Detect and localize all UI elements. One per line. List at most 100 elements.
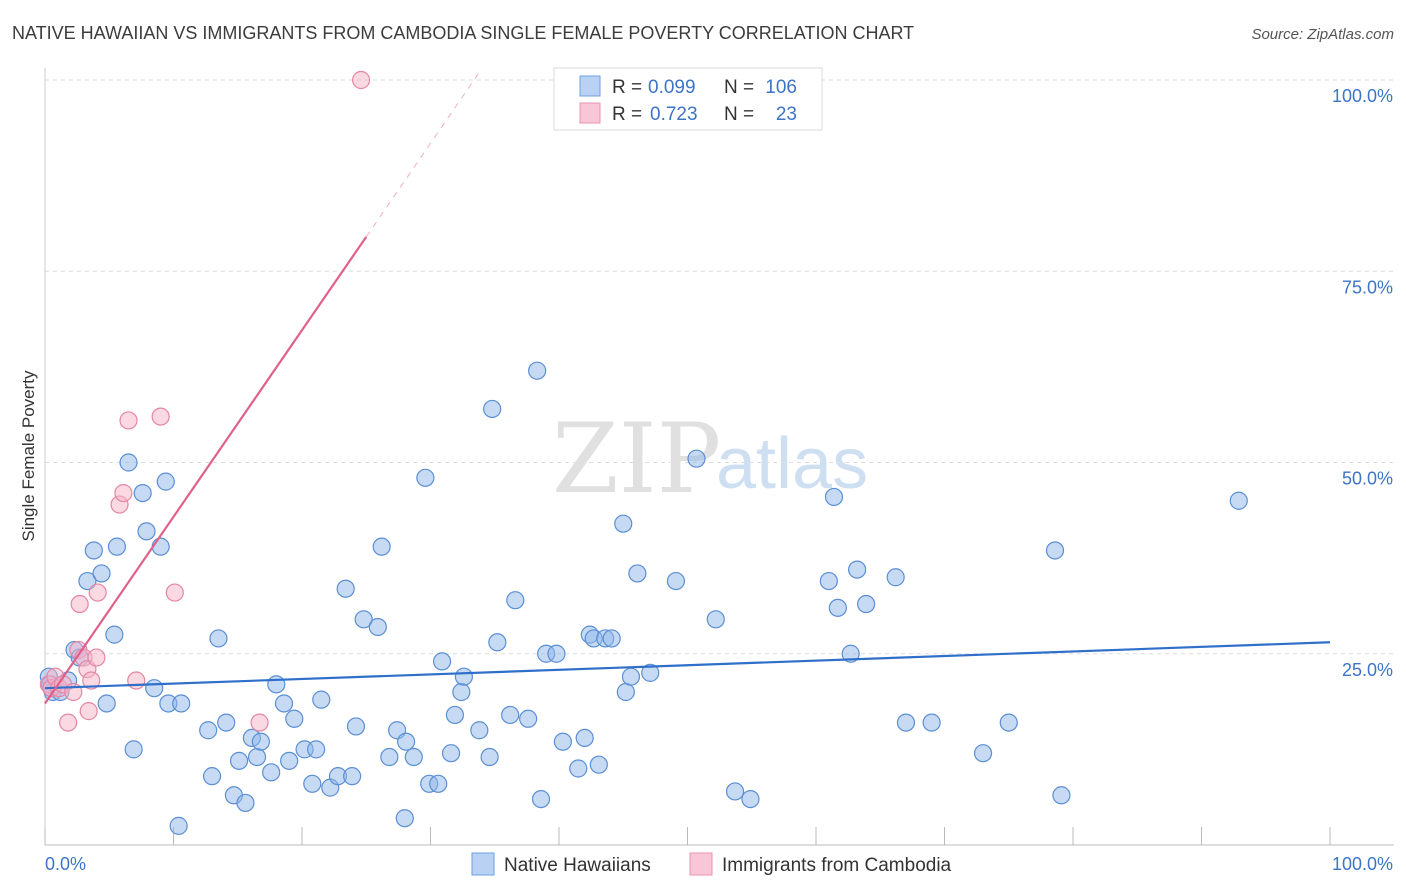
native-hawaiian-point-36 (274, 694, 294, 713)
native-hawaiian-point-23 (172, 694, 191, 713)
native-hawaiian-point-19 (151, 537, 170, 556)
native-hawaiian-point-24 (199, 721, 218, 740)
native-hawaiian-point-97 (848, 560, 867, 579)
x-tick-labels: 0.0% 100.0% (45, 854, 1393, 874)
legend-n-value-0: 106 (765, 77, 797, 98)
native-hawaiian-point-84 (616, 682, 635, 702)
x-tick-label-min: 0.0% (45, 854, 86, 874)
legend-r-value-1: 0.723 (650, 104, 698, 125)
legend-swatch-native-hawaiians (471, 852, 495, 876)
native-hawaiian-point-34 (262, 763, 281, 782)
native-hawaiian-point-69 (506, 591, 525, 610)
native-hawaiian-point-67 (488, 633, 507, 652)
y-tick-label-2: 75.0% (1342, 277, 1393, 297)
native-hawaiian-point-68 (501, 705, 520, 725)
y-tick-labels: 25.0% 50.0% 75.0% 100.0% (1332, 86, 1393, 680)
grid-lines (45, 79, 1394, 655)
native-hawaiian-point-82 (602, 629, 621, 648)
native-hawaiian-point-89 (687, 449, 706, 468)
chart-title: NATIVE HAWAIIAN VS IMMIGRANTS FROM CAMBO… (12, 23, 914, 43)
legend-swatch-blue (579, 75, 601, 97)
native-hawaiian-point-9 (84, 541, 103, 560)
native-hawaiian-point-62 (452, 682, 471, 702)
legend-label-native-hawaiians: Native Hawaiians (504, 855, 651, 876)
native-hawaiian-point-102 (973, 744, 993, 763)
native-hawaiian-point-32 (247, 747, 267, 767)
legend-r-value-0: 0.099 (648, 77, 696, 98)
legend-swatch-cambodia (689, 852, 713, 876)
native-hawaiian-point-37 (280, 751, 299, 770)
native-hawaiian-point-25 (202, 767, 222, 786)
native-hawaiian-point-96 (841, 644, 860, 663)
native-hawaiian-point-94 (824, 487, 844, 507)
legend-n-label-1: N = (724, 104, 754, 125)
native-hawaiian-point-76 (569, 759, 588, 778)
native-hawaiian-point-8 (78, 571, 97, 591)
native-hawaiian-point-41 (307, 740, 326, 759)
watermark-atlas: atlas (716, 424, 868, 504)
y-tick-label-0: 25.0% (1342, 660, 1393, 680)
native-hawaiian-point-91 (725, 782, 745, 801)
legend-label-cambodia: Immigrants from Cambodia (722, 855, 952, 876)
native-hawaiian-point-98 (857, 594, 876, 614)
native-hawaiian-point-75 (553, 732, 572, 751)
legend-r-label-1: R = (612, 104, 642, 125)
native-hawaiian-point-66 (483, 399, 502, 419)
native-hawaiian-point-87 (641, 663, 660, 682)
cambodia-point-17 (119, 411, 138, 430)
native-hawaiian-point-77 (575, 728, 594, 748)
native-hawaiian-point-65 (480, 747, 499, 767)
series-legend: Native Hawaiians Immigrants from Cambodi… (471, 852, 952, 876)
native-hawaiian-point-53 (395, 809, 414, 828)
native-hawaiian-point-103 (999, 713, 1018, 732)
native-hawaiian-point-55 (404, 747, 423, 767)
native-hawaiian-point-63 (454, 667, 474, 686)
native-hawaiian-point-86 (628, 564, 647, 583)
cambodia-point-5 (59, 713, 78, 732)
y-tick-label-3: 100.0% (1332, 86, 1393, 106)
native-hawaiian-point-33 (251, 732, 270, 751)
native-hawaiian-point-20 (156, 472, 175, 491)
native-hawaiian-point-27 (217, 713, 236, 732)
native-hawaiian-point-58 (429, 774, 448, 793)
native-hawaiian-point-100 (896, 713, 916, 732)
native-hawaiian-point-93 (819, 571, 838, 591)
native-hawaiian-point-83 (614, 514, 633, 533)
cambodia-point-22 (352, 70, 371, 90)
native-hawaiian-point-99 (886, 568, 905, 587)
cambodia-point-21 (250, 713, 269, 732)
cambodia-point-11 (79, 702, 98, 721)
native-hawaiian-point-85 (621, 667, 641, 686)
native-hawaiian-point-51 (380, 747, 399, 767)
native-hawaiian-point-70 (519, 709, 538, 728)
chart-source: Source: ZipAtlas.com (1251, 26, 1394, 43)
native-hawaiian-point-61 (445, 705, 465, 725)
native-hawaiian-point-105 (1052, 786, 1071, 805)
cambodia-point-13 (87, 648, 106, 667)
legend-r-label-0: R = (612, 77, 642, 98)
cambodia-point-20 (165, 583, 184, 602)
native-hawaiian-point-47 (346, 717, 366, 736)
cambodia-point-16 (114, 484, 133, 503)
legend-n-label-0: N = (724, 77, 754, 98)
native-hawaiian-point-95 (828, 598, 847, 617)
native-hawaiian-point-72 (531, 789, 551, 809)
cambodia-trend-extension (365, 68, 483, 238)
y-tick-label-1: 50.0% (1342, 469, 1393, 489)
native-hawaiian-point-16 (133, 484, 152, 503)
native-hawaiian-point-13 (107, 537, 127, 556)
x-tick-label-max: 100.0% (1332, 854, 1393, 874)
cambodia-point-14 (88, 583, 107, 602)
native-hawaiian-point-29 (229, 751, 249, 770)
native-hawaiian-point-46 (343, 767, 362, 786)
native-hawaiian-point-56 (416, 468, 435, 487)
correlation-legend: R = 0.099 N = 106 R = 0.723 N = 23 (553, 67, 823, 131)
native-hawaiian-point-17 (137, 522, 156, 541)
trend-lines (44, 68, 1331, 705)
native-hawaiian-point-59 (432, 652, 452, 671)
native-hawaiian-point-106 (1229, 491, 1248, 510)
axes (44, 68, 1394, 846)
cambodia-trend-line (44, 236, 368, 705)
cambodia-point-19 (151, 407, 170, 426)
native-hawaiian-point-14 (119, 453, 138, 472)
